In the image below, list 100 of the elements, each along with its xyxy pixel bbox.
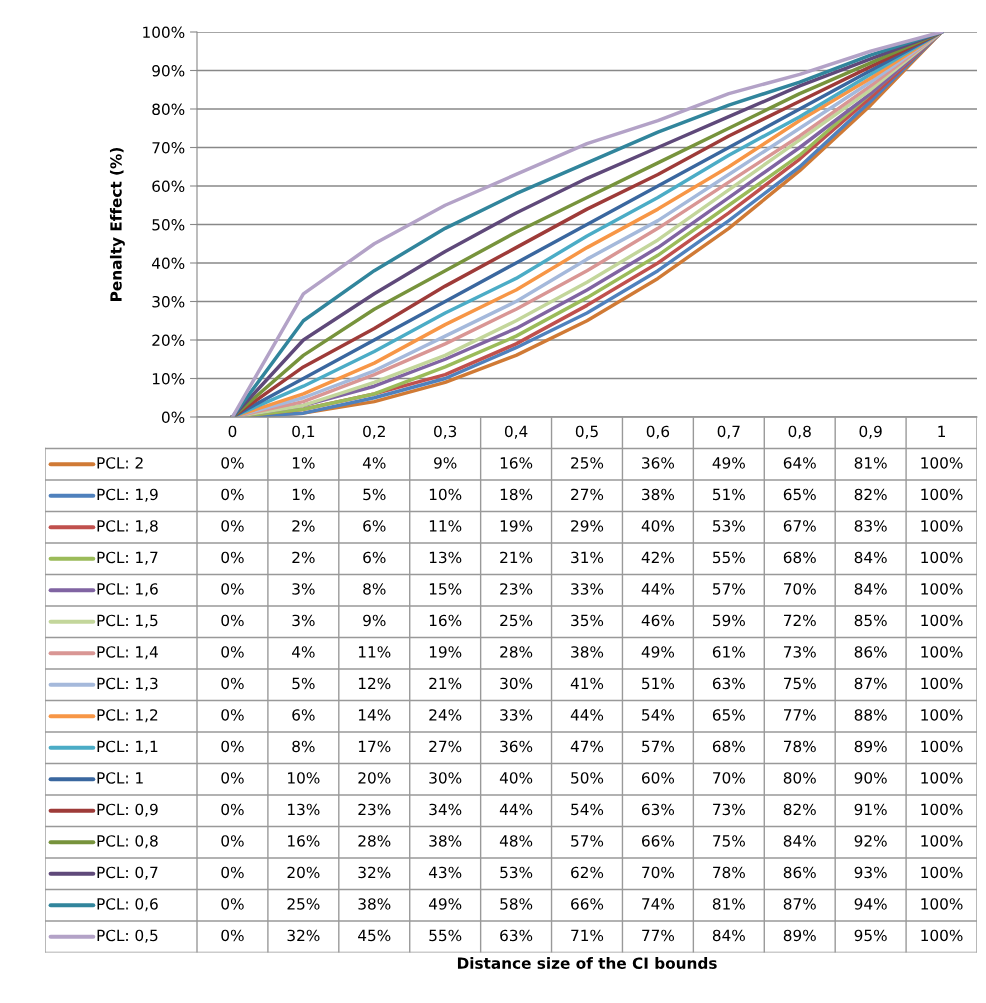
data-label: 38% [642,488,675,501]
y-tick-label: 90% [152,64,185,77]
y-axis-title: Penalty Effect (%) [109,148,125,301]
data-label: 5% [292,677,315,690]
legend-label: PCL: 0,8 [97,835,158,849]
data-label: 1% [292,488,315,501]
data-label: 24% [429,709,462,721]
data-label: 60% [642,772,675,784]
data-label: 81% [854,457,887,469]
data-label: 0% [221,835,244,847]
legend-label: PCL: 0,9 [97,803,158,817]
data-label: 70% [784,583,816,595]
y-tick-label: 70% [152,141,185,154]
data-label: 82% [783,803,816,816]
data-label: 84% [854,551,887,564]
data-label: 86% [783,866,816,879]
legend-label: PCL: 1,1 [97,740,158,754]
data-label: 0% [221,583,244,595]
data-label: 100% [921,740,963,753]
data-label: 0% [221,929,244,942]
data-label: 38% [358,898,391,910]
data-label: 95% [854,929,887,942]
y-tick-label: 80% [152,103,185,116]
legend-label: PCL: 0,5 [97,929,158,943]
data-label: 41% [570,677,604,690]
data-label: 12% [358,677,391,690]
data-label: 100% [921,835,963,847]
legend-label: PCL: 1,5 [97,614,158,628]
x-tick-label: 0,6 [646,425,670,439]
data-label: 2% [292,520,315,532]
y-tick-label: 60% [152,180,185,193]
data-label: 63% [642,803,675,816]
x-tick-label: 0,1 [292,425,315,439]
x-tick-label: 1 [938,425,945,437]
data-label: 73% [713,803,745,816]
data-label: 33% [500,709,533,721]
data-label: 70% [642,866,675,879]
data-label: 4% [362,457,386,469]
data-label: 33% [571,583,604,595]
data-label: 0% [221,677,244,690]
data-label: 23% [358,803,391,816]
data-label: 74% [642,898,675,910]
data-label: 0% [221,457,244,469]
data-label: 87% [783,898,816,910]
data-label: 58% [500,898,533,910]
y-tick-label: 50% [152,218,185,231]
x-tick-label: 0,4 [504,425,528,439]
data-label: 49% [641,646,675,658]
text: Distance size of the CI bounds [457,957,717,969]
data-label: 34% [429,803,462,816]
data-label: 59% [713,614,745,627]
data-label: 44% [641,583,675,595]
data-label: 100% [921,898,963,910]
data-label: 27% [571,488,604,501]
data-label: 65% [783,488,816,501]
data-label: 64% [783,457,816,469]
x-tick-label: 0,7 [717,425,740,439]
data-label: 100% [921,866,963,879]
data-label: 23% [500,583,533,595]
data-label: 100% [921,520,963,532]
data-label: 11% [429,520,462,532]
data-label: 5% [363,488,386,501]
data-label: 0% [221,866,244,879]
data-label: 75% [784,677,816,690]
data-label: 8% [292,740,315,753]
data-label: 62% [571,866,604,879]
data-label: 0% [221,520,244,532]
data-label: 100% [921,551,963,564]
data-label: 3% [292,583,315,595]
data-label: 1% [292,457,315,469]
data-label: 80% [783,772,816,784]
data-label: 50% [571,772,604,784]
data-label: 10% [429,488,462,501]
data-label: 53% [713,520,745,532]
legend-label: PCL: 1,7 [97,551,158,565]
data-label: 53% [500,866,533,879]
data-label: 45% [358,929,391,942]
data-label: 100% [921,929,963,942]
data-label: 0% [221,898,244,910]
data-label: 100% [921,488,963,501]
data-label: 17% [358,740,391,753]
data-label: 89% [854,740,887,753]
legend-label: PCL: 1,2 [97,709,158,723]
data-label: 36% [642,457,675,469]
data-label: 19% [429,646,462,658]
data-label: 65% [712,709,745,721]
x-tick-label: 0,3 [434,425,457,439]
data-label: 72% [784,614,816,627]
data-label: 36% [500,740,533,753]
data-label: 32% [287,929,320,942]
data-label: 0% [221,646,244,658]
data-label: 71% [571,929,604,942]
data-label: 85% [854,614,887,627]
data-label: 68% [712,740,745,753]
data-label: 77% [784,709,816,721]
legend-label: PCL: 0,6 [97,898,158,912]
legend-label: PCL: 1,9 [97,488,158,502]
data-label: 43% [428,866,462,879]
data-label: 38% [571,646,604,658]
data-label: 100% [921,803,963,816]
